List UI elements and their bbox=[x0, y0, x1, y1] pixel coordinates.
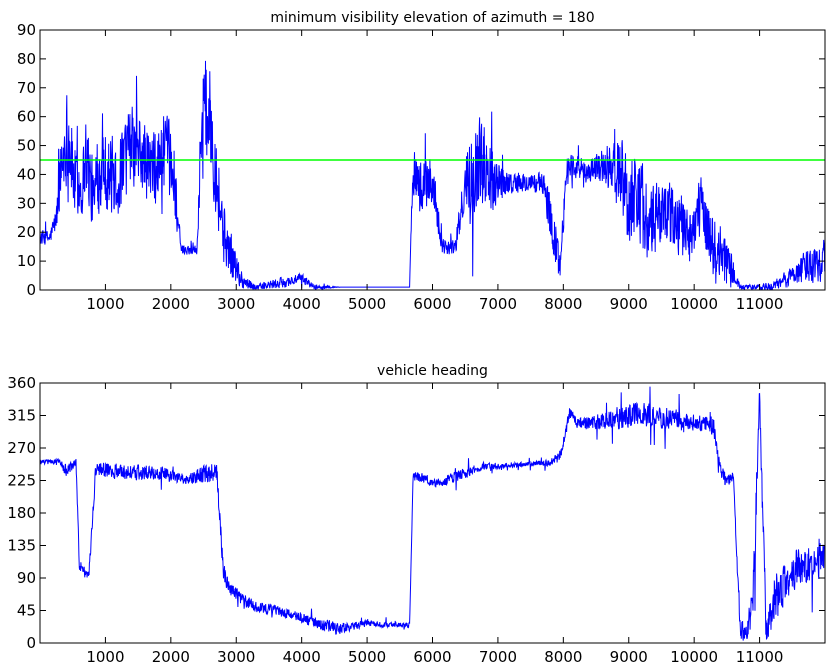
bottom-chart-y-tick-label: 135 bbox=[7, 537, 36, 555]
top-chart-x-tick-label: 1000 bbox=[86, 295, 124, 313]
top-chart-x-tick-label: 4000 bbox=[283, 295, 321, 313]
top-chart-y-tick-label: 0 bbox=[26, 281, 36, 299]
top-chart-y-tick-label: 30 bbox=[17, 194, 36, 212]
bottom-chart-x-tick-label: 9000 bbox=[610, 648, 648, 666]
bottom-chart-x-tick-label: 1000 bbox=[86, 648, 124, 666]
top-chart-y-tick-label: 80 bbox=[17, 50, 36, 68]
top-chart-x-tick-label: 3000 bbox=[217, 295, 255, 313]
bottom-chart-y-tick-label: 360 bbox=[7, 374, 36, 392]
bottom-chart-y-tick-label: 315 bbox=[7, 407, 36, 425]
bottom-chart-x-tick-label: 11000 bbox=[736, 648, 784, 666]
top-chart-y-tick-label: 40 bbox=[17, 165, 36, 183]
top-chart-y-tick-label: 10 bbox=[17, 252, 36, 270]
top-chart-title: minimum visibility elevation of azimuth … bbox=[270, 10, 594, 26]
bottom-chart-x-tick-label: 3000 bbox=[217, 648, 255, 666]
top-chart-x-tick-label: 11000 bbox=[736, 295, 784, 313]
bottom-chart-x-tick-label: 10000 bbox=[670, 648, 718, 666]
top-chart-y-tick-label: 70 bbox=[17, 79, 36, 97]
top-chart-axes: 1000 2000 3000 4000 5000 6000 7000 8000 9000 1000… bbox=[17, 21, 826, 313]
top-chart-y-tick-label: 20 bbox=[17, 223, 36, 241]
bottom-chart-y-tick-label: 0 bbox=[26, 634, 36, 652]
bottom-chart-y-tick-label: 270 bbox=[7, 439, 36, 457]
bottom-chart-title: vehicle heading bbox=[377, 363, 488, 379]
bottom-chart-x-tick-label: 5000 bbox=[348, 648, 386, 666]
bottom-chart-x-tick-label: 4000 bbox=[283, 648, 321, 666]
top-chart-x-tick-label: 2000 bbox=[152, 295, 190, 313]
bottom-chart-y-tick-label: 180 bbox=[7, 504, 36, 522]
top-chart-y-tick-label: 60 bbox=[17, 108, 36, 126]
bottom-chart-y-tick-label: 225 bbox=[7, 472, 36, 490]
bottom-chart-axes: 1000 2000 3000 4000 5000 6000 7000 8000 9000 1000… bbox=[7, 374, 826, 666]
bottom-chart-y-tick-label: 45 bbox=[17, 602, 36, 620]
top-chart-y-tick-label: 90 bbox=[17, 21, 36, 39]
top-chart-x-tick-label: 9000 bbox=[610, 295, 648, 313]
bottom-chart-x-tick-label: 6000 bbox=[413, 648, 451, 666]
bottom-chart-x-tick-label: 8000 bbox=[544, 648, 582, 666]
bottom-chart-series-line bbox=[40, 386, 825, 641]
top-chart-x-tick-label: 6000 bbox=[413, 295, 451, 313]
top-chart-x-tick-label: 8000 bbox=[544, 295, 582, 313]
top-chart-x-tick-label: 5000 bbox=[348, 295, 386, 313]
top-chart-x-tick-label: 7000 bbox=[479, 295, 517, 313]
bottom-chart-x-tick-label: 7000 bbox=[479, 648, 517, 666]
top-chart-y-tick-label: 50 bbox=[17, 137, 36, 155]
top-chart-series-line bbox=[40, 60, 825, 290]
bottom-chart-y-tick-label: 90 bbox=[17, 569, 36, 587]
bottom-chart-x-tick-label: 2000 bbox=[152, 648, 190, 666]
top-chart-x-tick-label: 10000 bbox=[670, 295, 718, 313]
